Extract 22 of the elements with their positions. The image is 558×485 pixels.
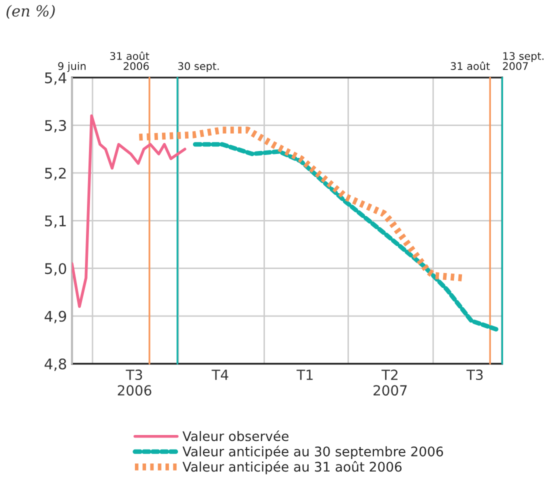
legend-label: Valeur anticipée au 30 septembre 2006 [182,446,444,460]
y-tick-label: 4,8 [44,358,66,371]
x-tick-label: T3 2006 [118,370,152,396]
ref-line-label: 9 juin [58,62,86,72]
ref-line-label: 30 sept. [178,62,219,72]
line-series [72,114,186,308]
ref-line-label: 31 août [450,62,490,70]
y-tick-label: 5,3 [45,120,66,133]
legend-label: Valeur anticipée au 31 août 2006 [182,461,402,474]
y-tick-label: 5,1 [45,216,66,228]
x-tick-label: T3 [466,370,483,380]
ref-line-label: 13 sept. 2007 [502,52,544,70]
y-tick-label: 5,2 [45,168,66,180]
y-tick-label: 5,0 [45,263,66,276]
y-tick-label: 5,4 [45,72,66,85]
x-tick-label: T2 2007 [374,370,407,396]
legend-label: Valeur observée [182,430,288,442]
y-tick-label: 4,9 [44,310,66,324]
x-tick-label: T1 [296,370,313,380]
x-tick-label: T4 [212,370,228,380]
chart-subtitle: (en %) [6,4,55,19]
ref-line-label: 31 août 2006 [110,51,150,70]
